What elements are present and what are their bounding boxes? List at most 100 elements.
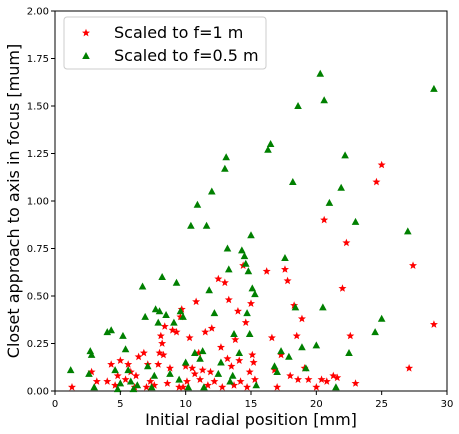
data-point-triangle xyxy=(66,366,75,374)
data-point-star xyxy=(177,305,186,313)
data-point-star xyxy=(113,371,122,380)
data-point-triangle xyxy=(170,318,178,326)
y-tick-label: 2.00 xyxy=(27,7,49,18)
series-f1 xyxy=(67,160,438,391)
data-point-triangle xyxy=(224,265,233,273)
data-point-triangle xyxy=(430,84,438,92)
data-point-star xyxy=(312,383,321,391)
data-point-triangle xyxy=(210,309,219,317)
y-tick-label: 0.50 xyxy=(27,292,49,303)
data-point-triangle xyxy=(141,312,149,320)
data-point-triangle xyxy=(222,153,230,161)
data-point-star xyxy=(351,379,360,387)
data-point-star xyxy=(216,343,225,351)
data-point-star xyxy=(116,356,125,364)
data-point-triangle xyxy=(240,252,249,260)
legend-label-f05: Scaled to f=0.5 m xyxy=(114,46,259,65)
data-point-star xyxy=(150,381,159,389)
data-point-triangle xyxy=(90,383,98,391)
data-point-triangle xyxy=(252,381,261,389)
data-point-star xyxy=(270,365,279,374)
data-point-triangle xyxy=(319,303,327,311)
data-point-triangle xyxy=(208,187,216,195)
data-point-triangle xyxy=(226,377,234,385)
data-point-star xyxy=(267,333,276,342)
y-tick-label: 0.00 xyxy=(27,387,49,398)
data-point-star xyxy=(214,274,223,283)
data-point-triangle xyxy=(191,349,199,356)
data-point-star xyxy=(210,377,219,385)
data-point-star xyxy=(409,261,418,269)
data-point-triangle xyxy=(289,178,297,185)
data-point-triangle xyxy=(294,102,302,109)
data-point-star xyxy=(346,331,355,340)
data-point-star xyxy=(121,375,130,383)
data-point-triangle xyxy=(162,311,170,318)
data-point-star xyxy=(181,362,190,370)
legend-marker-star xyxy=(82,28,90,37)
data-point-triangle xyxy=(281,254,289,261)
legend-label-f1: Scaled to f=1 m xyxy=(114,23,243,42)
data-point-triangle xyxy=(371,328,379,336)
data-point-star xyxy=(182,377,191,385)
data-point-triangle xyxy=(116,379,125,387)
y-axis-title: Closet approach to axis in focus [mum] xyxy=(4,44,23,358)
data-point-star xyxy=(235,356,244,364)
data-point-star xyxy=(297,314,306,323)
data-point-star xyxy=(283,276,292,285)
data-point-star xyxy=(233,307,242,315)
data-point-triangle xyxy=(175,375,183,383)
data-point-triangle xyxy=(345,349,353,356)
data-point-star xyxy=(317,375,326,383)
data-point-star xyxy=(142,383,151,391)
data-point-triangle xyxy=(166,369,174,377)
data-point-star xyxy=(168,326,177,334)
data-point-star xyxy=(158,339,167,347)
data-point-star xyxy=(124,360,133,368)
data-point-star xyxy=(92,377,101,385)
data-point-star xyxy=(207,324,216,332)
plot-area xyxy=(54,10,448,392)
data-marks xyxy=(66,69,438,393)
data-point-star xyxy=(146,377,155,385)
data-point-star xyxy=(159,350,168,359)
data-point-triangle xyxy=(223,244,232,252)
data-point-star xyxy=(107,360,116,368)
data-point-triangle xyxy=(111,366,119,374)
data-point-triangle xyxy=(337,183,345,191)
data-point-star xyxy=(294,375,303,383)
data-point-triangle xyxy=(200,383,208,391)
data-point-triangle xyxy=(217,358,225,366)
data-point-star xyxy=(250,375,259,383)
data-point-star xyxy=(224,295,233,304)
data-point-star xyxy=(218,383,227,391)
data-point-star xyxy=(206,367,215,376)
x-tick-label: 0 xyxy=(52,399,58,410)
data-point-triangle xyxy=(273,368,281,375)
legend-box xyxy=(63,16,267,70)
data-point-triangle xyxy=(150,371,159,379)
data-point-star xyxy=(231,335,240,344)
y-tick-label: 1.25 xyxy=(27,149,49,160)
data-point-star xyxy=(175,383,184,391)
data-point-star xyxy=(139,348,148,357)
data-point-triangle xyxy=(121,345,130,353)
data-point-star xyxy=(338,284,347,292)
data-point-triangle xyxy=(193,200,202,208)
series-f05 xyxy=(66,69,438,393)
data-point-star xyxy=(176,312,185,321)
data-point-triangle xyxy=(270,362,279,370)
data-point-triangle xyxy=(228,371,237,379)
data-point-triangle xyxy=(244,267,253,275)
data-point-star xyxy=(333,373,342,382)
data-point-triangle xyxy=(154,318,163,326)
x-tick-label: 20 xyxy=(310,399,323,410)
data-point-star xyxy=(134,352,143,361)
data-point-star xyxy=(277,350,286,359)
data-point-star xyxy=(163,379,172,387)
data-point-star xyxy=(377,160,386,169)
data-point-triangle xyxy=(126,377,135,385)
data-point-star xyxy=(320,215,329,224)
data-point-triangle xyxy=(143,362,152,370)
data-point-triangle xyxy=(103,328,112,336)
